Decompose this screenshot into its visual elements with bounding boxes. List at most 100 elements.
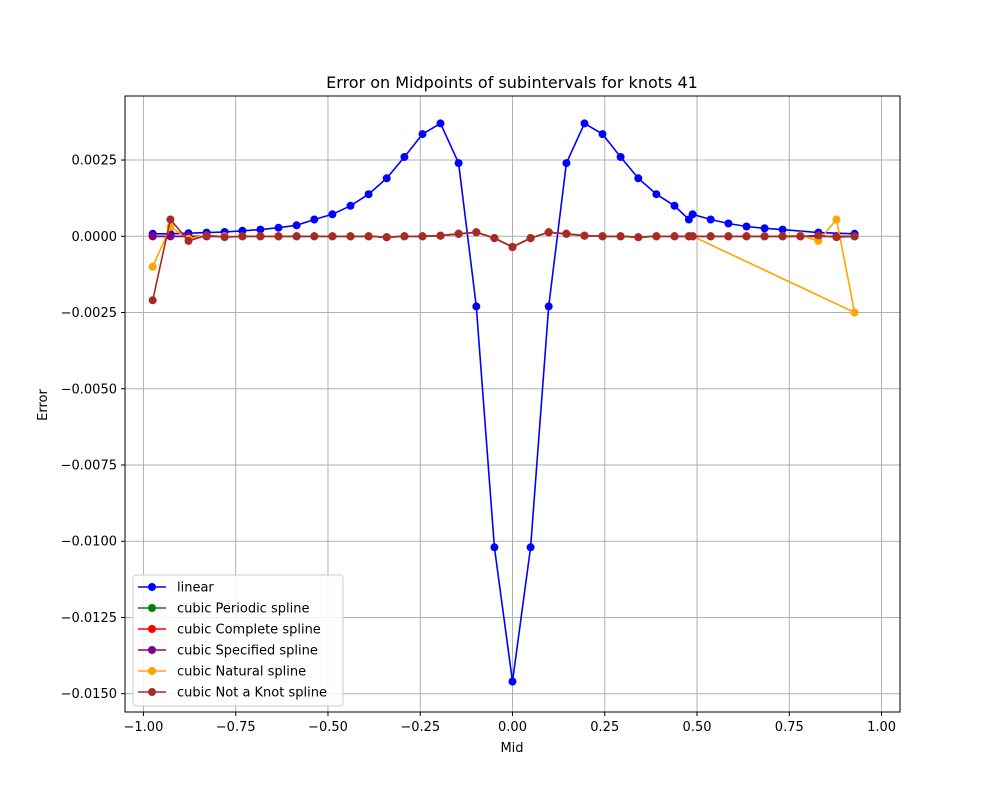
data-point <box>328 232 337 241</box>
x-tick-label: 0.25 <box>590 720 619 735</box>
y-tick-label: −0.0025 <box>61 306 117 321</box>
data-point <box>382 174 391 183</box>
legend-marker <box>148 667 156 675</box>
data-point <box>580 119 589 128</box>
data-point <box>436 231 445 240</box>
x-tick-label: 0.50 <box>683 720 712 735</box>
data-point <box>148 262 157 271</box>
series-5 <box>148 215 859 305</box>
data-point <box>256 225 265 234</box>
data-point <box>688 232 697 241</box>
data-point <box>400 153 409 161</box>
legend-marker <box>148 583 156 591</box>
legend-item: cubic Complete spline <box>138 623 321 638</box>
legend-label: cubic Natural spline <box>177 665 306 680</box>
y-tick-label: −0.0050 <box>61 382 117 397</box>
data-point <box>148 232 157 241</box>
data-point <box>598 232 607 241</box>
data-point <box>616 153 625 161</box>
data-point <box>166 215 175 224</box>
legend-marker <box>148 688 156 696</box>
data-point <box>778 232 787 241</box>
data-point <box>364 232 373 241</box>
legend: linear cubic Periodic spline cubic Complet… <box>132 574 344 707</box>
data-point <box>850 308 859 317</box>
data-point <box>634 233 643 242</box>
legend-label: cubic Not a Knot spline <box>177 686 327 701</box>
data-point <box>418 130 427 139</box>
data-point <box>166 232 175 241</box>
x-tick-label: −0.75 <box>216 720 256 735</box>
data-point <box>436 119 445 128</box>
data-point <box>544 302 553 311</box>
y-axis-label: Error <box>36 389 51 421</box>
data-point <box>256 232 265 241</box>
data-point <box>454 229 463 238</box>
x-tick-label: −1.00 <box>124 720 164 735</box>
data-point <box>778 225 787 234</box>
data-point <box>706 232 715 241</box>
x-tick-label: 0.75 <box>775 720 804 735</box>
data-point <box>580 231 589 240</box>
x-tick-label: 0.00 <box>498 720 527 735</box>
plot-series <box>148 119 859 686</box>
data-point <box>706 215 715 224</box>
data-point <box>652 190 661 199</box>
data-point <box>346 201 355 210</box>
data-point <box>850 232 859 241</box>
data-point <box>562 159 571 168</box>
data-point <box>796 232 805 241</box>
data-point <box>148 296 157 305</box>
data-point <box>490 543 499 552</box>
data-point <box>274 232 283 241</box>
legend-marker <box>148 604 156 612</box>
data-point <box>526 234 535 243</box>
y-tick-label: −0.0075 <box>61 458 117 473</box>
data-point <box>292 232 301 241</box>
data-point <box>832 215 841 224</box>
data-point <box>328 210 337 219</box>
data-point <box>760 232 769 241</box>
data-point <box>490 234 499 243</box>
legend-marker <box>148 625 156 633</box>
data-point <box>760 224 769 233</box>
legend-item: cubic Periodic spline <box>138 602 309 617</box>
data-point <box>562 229 571 238</box>
legend-item: cubic Specified spline <box>138 644 318 659</box>
data-point <box>634 174 643 183</box>
data-point <box>670 232 679 241</box>
data-point <box>364 190 373 199</box>
legend-item: linear <box>138 581 214 596</box>
data-point <box>544 228 553 237</box>
data-point <box>598 130 607 139</box>
data-point <box>472 228 481 237</box>
legend-label: cubic Periodic spline <box>177 602 309 617</box>
data-point <box>202 231 211 240</box>
data-point <box>238 232 247 241</box>
data-point <box>616 232 625 241</box>
data-point <box>814 236 823 245</box>
data-point <box>688 210 697 219</box>
data-point <box>724 232 733 241</box>
y-tick-label: −0.0125 <box>61 611 117 626</box>
legend-label: cubic Complete spline <box>177 623 321 638</box>
data-point <box>652 232 661 241</box>
y-tick-label: −0.0100 <box>61 535 117 550</box>
y-tick-label: 0.0025 <box>72 154 118 169</box>
x-tick-label: 1.00 <box>867 720 896 735</box>
y-ticks: 0.0025 0.0000 −0.0025 −0.0050 −0.0075 −0.0100… <box>61 154 125 702</box>
y-tick-label: −0.0150 <box>61 687 117 702</box>
data-point <box>508 243 517 251</box>
data-point <box>814 231 823 240</box>
data-point <box>292 221 301 230</box>
data-point <box>274 223 283 232</box>
data-point <box>724 219 733 228</box>
data-point <box>670 201 679 210</box>
data-point <box>742 232 751 241</box>
data-point <box>508 677 517 686</box>
data-point <box>418 232 427 241</box>
x-ticks: −1.00 −0.75 −0.50 −0.25 0.00 0.25 0.50 0.75 1.00 <box>124 712 896 735</box>
data-point <box>310 215 319 224</box>
data-point <box>220 233 229 242</box>
